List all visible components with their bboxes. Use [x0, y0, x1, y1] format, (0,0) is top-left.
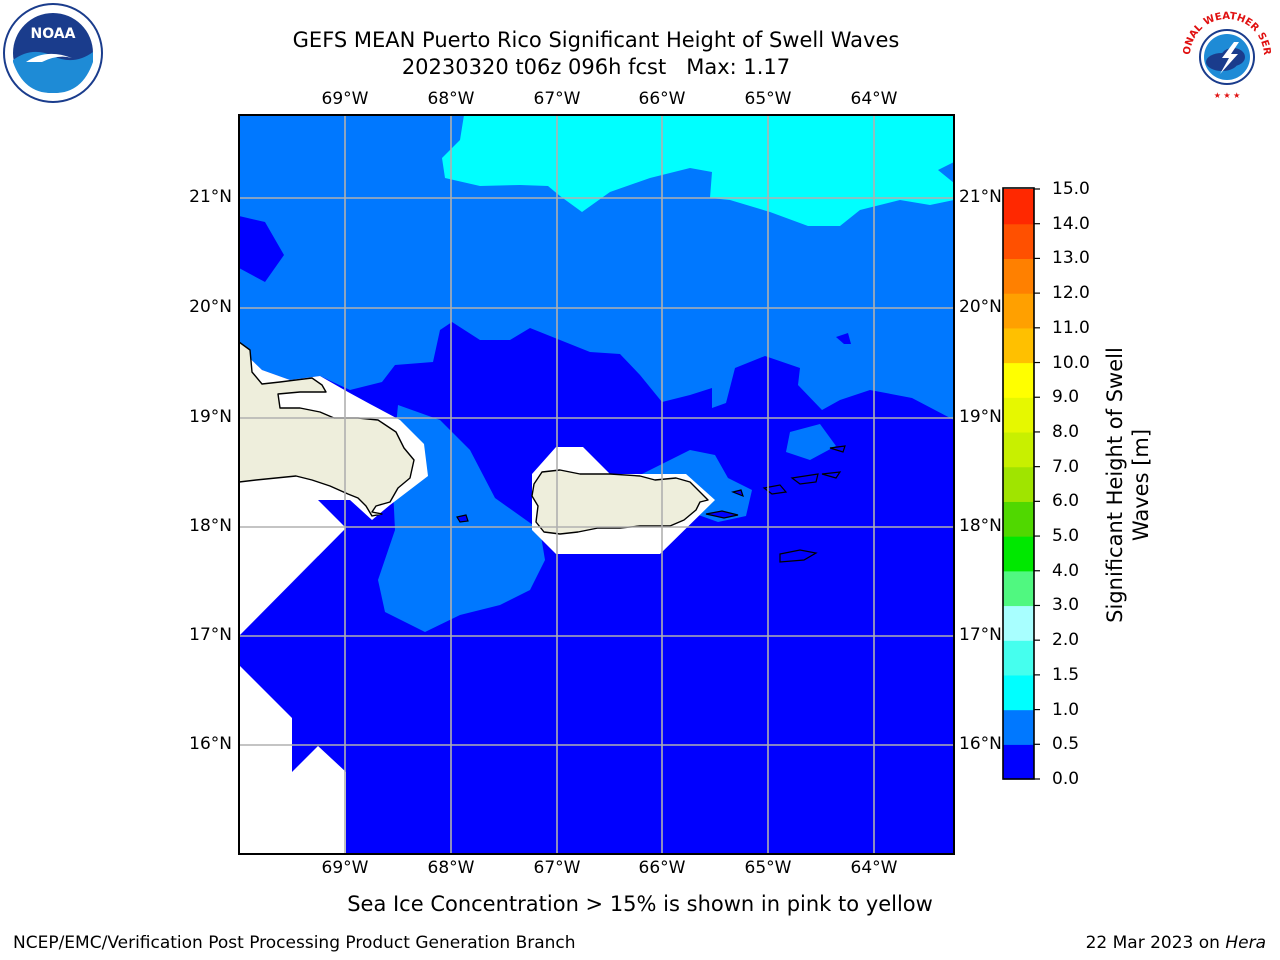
lon-label-bottom-69w: 69°W: [321, 858, 369, 878]
lon-label-top-66w: 66°W: [638, 89, 686, 109]
colorbar-tick-marks: [1034, 188, 1040, 780]
noaa-logo-text: NOAA: [31, 26, 76, 42]
land-virgin-islands-1: [762, 484, 788, 495]
lon-label-bottom-65w: 65°W: [744, 858, 792, 878]
lon-label-top-67w: 67°W: [533, 89, 581, 109]
colorbar-band-2-3: [1003, 605, 1034, 641]
land-anegada: [829, 445, 846, 453]
lon-label-top-69w: 69°W: [321, 89, 369, 109]
colorbar-tick-label: 8.0: [1052, 421, 1080, 442]
footer-producer: NCEP/EMC/Verification Post Processing Pr…: [13, 933, 576, 953]
colorbar-tick-label: 10.0: [1052, 352, 1090, 373]
lon-label-bottom-68w: 68°W: [427, 858, 475, 878]
swell-field-0.5-1.0-islet: [786, 424, 836, 460]
colorbar-tick-label: 7.0: [1052, 456, 1080, 477]
land-culebra-vieques: [705, 510, 739, 519]
colorbar-band-5-6: [1003, 501, 1034, 537]
lat-label-left-20n: 20°N: [189, 297, 232, 317]
lat-label-left-16n: 16°N: [189, 734, 232, 754]
colorbar-band-1.5-2: [1003, 640, 1034, 676]
land-st-croix: [779, 549, 818, 563]
colorbar-band-4-5: [1003, 536, 1034, 572]
colorbar-band-13-14: [1003, 223, 1034, 260]
lon-label-bottom-66w: 66°W: [638, 858, 686, 878]
footer-machine: Hera: [1225, 933, 1266, 953]
swell-field-0.0-0.5-small-patch: [836, 333, 851, 344]
colorbar-tick-label: 2.0: [1052, 630, 1080, 651]
colorbar-band-7-8: [1003, 431, 1034, 468]
land-small-islet: [731, 489, 744, 498]
colorbar-tick-label: 9.0: [1052, 387, 1080, 408]
colorbar-band-12-13: [1003, 258, 1034, 294]
colorbar-band-11-12: [1003, 293, 1034, 329]
land-puerto-rico: [531, 469, 709, 535]
map-area: [239, 115, 954, 854]
lat-label-right-21n: 21°N: [959, 187, 1002, 207]
no-data-sw-lower: [239, 665, 346, 854]
colorbar-band-6-7: [1003, 466, 1034, 502]
no-data-sw-edge: [239, 500, 346, 636]
colorbar-tick-label: 12.0: [1052, 283, 1090, 304]
colorbar-band-3-4: [1003, 570, 1034, 607]
sea-ice-note: Sea Ice Concentration > 15% is shown in …: [347, 892, 933, 916]
land-virgin-islands-2: [790, 473, 819, 485]
colorbar-band-1-1.5: [1003, 674, 1034, 711]
lon-label-top-65w: 65°W: [744, 89, 792, 109]
noaa-logo: NOAA: [3, 3, 103, 103]
colorbar-tick-label: 15.0: [1052, 179, 1090, 199]
land-virgin-islands-3: [821, 471, 842, 479]
footer-date-text: 22 Mar 2023 on: [1085, 933, 1226, 953]
map-frame: [238, 114, 955, 855]
gridlines: [239, 115, 954, 854]
colorbar-band-9-10: [1003, 362, 1034, 398]
colorbar-tick-label: 3.0: [1052, 595, 1080, 616]
lat-label-right-18n: 18°N: [959, 516, 1002, 536]
colorbar-label: Significant Height of Swell Waves [m]: [1103, 347, 1153, 623]
footer-date: 22 Mar 2023 on Hera: [1086, 932, 1266, 954]
colorbar-overlay-spacer: [1003, 180, 1034, 786]
colorbar-tick-label: 6.0: [1052, 491, 1080, 512]
colorbar-tick-label: 1.0: [1052, 699, 1080, 720]
colorbar-tick-label: 14.0: [1052, 213, 1090, 234]
lon-label-top-68w: 68°W: [427, 89, 475, 109]
colorbar-tick-label: 13.0: [1052, 248, 1090, 269]
svg-text:★ ★ ★: ★ ★ ★: [1214, 91, 1241, 100]
lat-label-right-19n: 19°N: [959, 407, 1002, 427]
lat-label-left-17n: 17°N: [189, 625, 232, 645]
chart-title-line-2: 20230320 t06z 096h fcst Max: 1.17: [401, 55, 791, 79]
land-hispaniola: [239, 341, 415, 517]
lat-label-left-18n: 18°N: [189, 516, 232, 536]
chart-title-line-1: GEFS MEAN Puerto Rico Significant Height…: [292, 28, 900, 52]
colorbar-tick-label: 0.5: [1052, 734, 1080, 755]
colorbar-band-10-11: [1003, 327, 1034, 364]
colorbar-tick-label: 11.0: [1052, 317, 1090, 338]
colorbar-tick-label: 1.5: [1052, 664, 1080, 685]
lon-label-bottom-67w: 67°W: [533, 858, 581, 878]
colorbar-tick-label: 0.0: [1052, 769, 1080, 789]
lat-label-right-17n: 17°N: [959, 625, 1002, 645]
lat-label-left-21n: 21°N: [189, 187, 232, 207]
lat-label-right-16n: 16°N: [959, 734, 1002, 754]
colorbar-band-8-9: [1003, 397, 1034, 433]
land-mona-island: [456, 514, 469, 523]
lon-label-bottom-64w: 64°W: [850, 858, 898, 878]
nws-logo: NATIONAL WEATHER SERVICE ★ ★ ★: [1176, 2, 1275, 101]
colorbar-tick-label: 4.0: [1052, 560, 1080, 581]
colorbar-band-14-15: [1003, 189, 1034, 225]
lon-label-top-64w: 64°W: [850, 89, 898, 109]
colorbar: [1003, 189, 1034, 780]
colorbar-frame: [1002, 187, 1035, 780]
colorbar-band-0.5-1: [1003, 709, 1034, 745]
colorbar-tick-label: 5.0: [1052, 526, 1080, 547]
swell-field-0.0-0.5-nw-patch: [239, 216, 284, 282]
lat-label-right-20n: 20°N: [959, 297, 1002, 317]
colorbar-band-0-0.5: [1003, 744, 1034, 780]
lat-label-left-19n: 19°N: [189, 407, 232, 427]
